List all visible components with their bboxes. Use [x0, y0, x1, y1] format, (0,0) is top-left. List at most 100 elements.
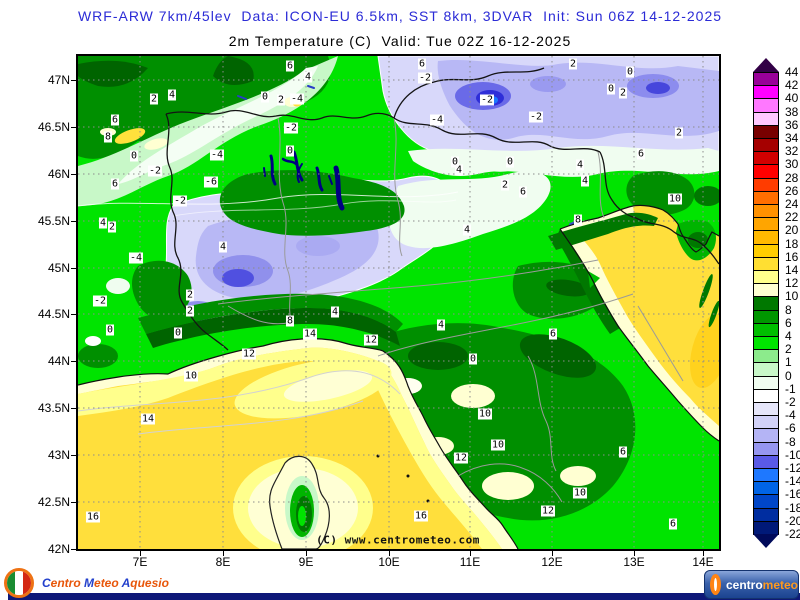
lon-axis-label: 13E: [623, 555, 645, 569]
contour-label: -2: [283, 122, 299, 134]
contour-label: 2: [568, 58, 578, 70]
contour-label: 12: [540, 505, 556, 517]
centrometeo-text-part1: centro: [725, 577, 763, 592]
contour-label: 0: [105, 324, 115, 336]
contour-label: 2: [107, 221, 117, 233]
colorbar-box: [753, 507, 779, 522]
contour-label: 4: [218, 241, 228, 253]
colorbar-label: 1: [785, 355, 792, 370]
flag-stripe: [7, 571, 15, 595]
colorbar-label: -14: [785, 474, 800, 489]
flag-stripe: [23, 571, 31, 595]
colorbar-label: -1: [785, 381, 796, 396]
contour-label: 10: [667, 193, 683, 205]
lat-axis-label: 47N: [47, 73, 70, 87]
lat-tick-mark: [71, 455, 78, 456]
colorbar-box: [753, 85, 779, 100]
lat-axis-label: 44N: [47, 354, 70, 368]
contour-label: 2: [618, 87, 628, 99]
colorbar-box: [753, 124, 779, 139]
contour-label: 8: [103, 131, 113, 143]
contour-label: 4: [580, 175, 590, 187]
flag-stripe: [15, 571, 23, 595]
colorbar-label: 24: [785, 197, 799, 211]
colorbar-label: -8: [785, 434, 796, 449]
colorbar-box: [753, 336, 779, 351]
colorbar-box: [753, 349, 779, 364]
colorbar-box: [753, 520, 779, 535]
colorbar-label: 8: [785, 302, 792, 317]
weather-map: (C) www.centrometeo.com 6 4 2 4 0 2 -4 -2 6 8 0 -4 0…: [76, 54, 721, 551]
lat-axis-label: 46.5N: [37, 120, 70, 134]
colorbar-box: [753, 204, 779, 219]
colorbar-arrow-down-icon: [753, 534, 779, 548]
contour-label: 14: [140, 413, 156, 425]
colorbar-box: [753, 322, 779, 337]
colorbar-label: 34: [785, 131, 799, 145]
watermark: (C) www.centrometeo.com: [316, 533, 480, 547]
aquesio-logo-text: Centro Meteo Aquesio: [42, 576, 169, 590]
contour-label: 8: [573, 214, 583, 226]
contour-label: -2: [172, 195, 188, 207]
lat-axis-label: 45N: [47, 261, 70, 275]
contour-label: 0: [129, 150, 139, 162]
colorbar-label: -22: [785, 527, 800, 541]
graticule: [78, 56, 719, 549]
colorbar-label: -16: [785, 487, 800, 502]
contour-label: 6: [518, 186, 528, 198]
contour-label: 0: [606, 83, 616, 95]
contour-label: 2: [149, 93, 159, 105]
lat-tick-mark: [71, 127, 78, 128]
contour-label: 6: [285, 60, 295, 72]
lat-axis-label: 42N: [47, 542, 70, 556]
colorbar-box: [753, 283, 779, 298]
colorbar-label: 40: [785, 91, 799, 106]
lat-tick-mark: [71, 408, 78, 409]
lon-tick-mark: [306, 549, 307, 556]
colorbar-box: [753, 402, 779, 417]
colorbar-label: 12: [785, 276, 799, 291]
contour-label: 0: [173, 327, 183, 339]
colorbar-label: 0: [785, 368, 792, 383]
lon-tick-mark: [223, 549, 224, 556]
lon-tick-mark: [140, 549, 141, 556]
colorbar-box: [753, 230, 779, 245]
colorbar-label: 26: [785, 183, 799, 198]
contour-label: 0: [450, 156, 460, 168]
colorbar-box: [753, 388, 779, 403]
colorbar-box: [753, 481, 779, 496]
colorbar-box: [753, 256, 779, 271]
footer-bar: [8, 593, 800, 600]
colorbar-box: [753, 362, 779, 377]
colorbar-box: [753, 375, 779, 390]
contour-label: 4: [454, 164, 464, 176]
lat-tick-mark: [71, 314, 78, 315]
contour-label: -2: [147, 165, 163, 177]
lat-tick-mark: [71, 221, 78, 222]
colorbar-box: [753, 441, 779, 456]
logo-word-capital: A: [121, 576, 131, 590]
contour-label: 6: [110, 178, 120, 190]
colorbar-label: 38: [785, 104, 799, 119]
contour-label: 4: [436, 319, 446, 331]
centrometeo-logo-text: centrometeo: [726, 578, 798, 592]
colorbar-box: [753, 468, 779, 483]
contour-label: -6: [203, 176, 219, 188]
contour-label: 4: [575, 159, 585, 171]
logo-word-capital: C: [42, 576, 51, 590]
contour-label: 0: [505, 156, 515, 168]
lat-axis-label: 46N: [47, 167, 70, 181]
colorbar-box: [753, 138, 779, 153]
colorbar-box: [753, 270, 779, 285]
contour-label: 6: [110, 114, 120, 126]
logo-word-rest: entro: [50, 576, 85, 590]
logo-word-rest: quesio: [130, 576, 169, 590]
colorbar-label: 16: [785, 249, 799, 264]
lon-axis-label: 14E: [692, 555, 714, 569]
contour-label: 10: [572, 487, 588, 499]
lon-tick-mark: [470, 549, 471, 556]
contour-label: 16: [85, 511, 101, 523]
centrometeo-logo: centrometeo: [704, 570, 799, 599]
contour-label: 2: [500, 179, 510, 191]
logo-word-rest: eteo: [94, 576, 122, 590]
